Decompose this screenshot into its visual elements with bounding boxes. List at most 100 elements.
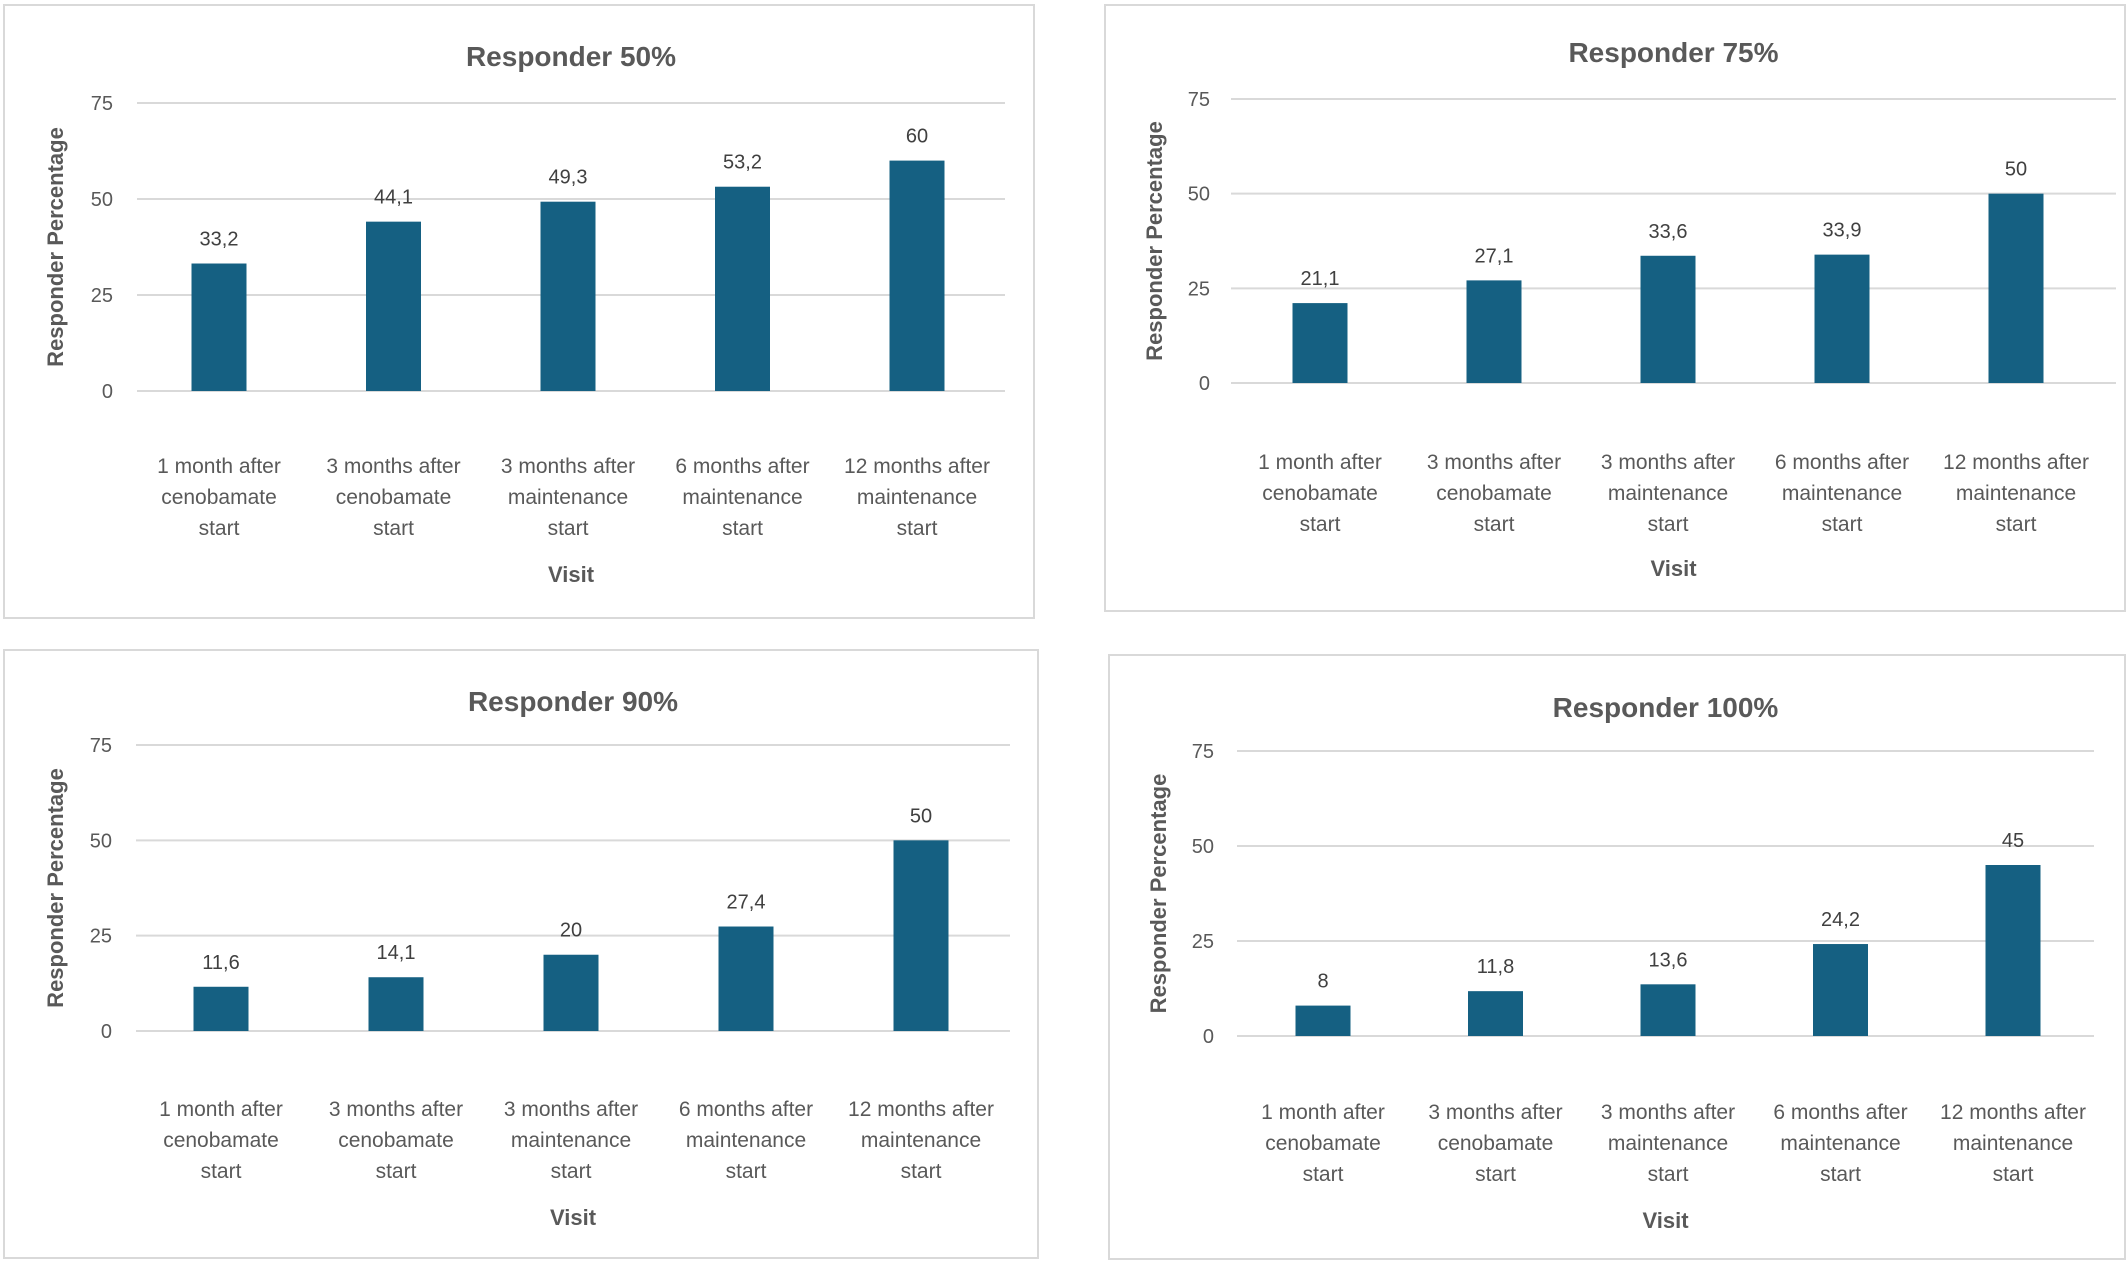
- y-axis-label: Responder Percentage: [1142, 121, 1167, 361]
- chart-svg: Responder 100% Responder Percentage 0 25 50 7…: [1146, 692, 2094, 1233]
- category-label: 6 months after maintenance start: [1773, 1101, 1907, 1186]
- category-label-line: 1 month after: [157, 455, 281, 478]
- category-label-line: start: [897, 517, 938, 540]
- category-label: 1 month after cenobamate start: [1258, 451, 1382, 536]
- chart-panel-responder-50: Responder 50% Responder Percentage 0 25 50 75…: [3, 4, 1035, 619]
- bar: [1640, 255, 1696, 383]
- bar: [193, 986, 249, 1031]
- category-label-line: maintenance: [1780, 1132, 1900, 1155]
- category-label-line: 12 months after: [1940, 1101, 2086, 1124]
- category-label-line: 6 months after: [1775, 451, 1909, 474]
- category-label-line: 12 months after: [848, 1098, 994, 1121]
- category-label-line: maintenance: [508, 486, 628, 509]
- bar: [1466, 280, 1522, 383]
- chart-svg: Responder 50% Responder Percentage 0 25 50 75…: [43, 41, 1005, 587]
- category-label-line: start: [1474, 513, 1515, 536]
- category-label-line: maintenance: [682, 486, 802, 509]
- x-axis-label: Visit: [548, 562, 595, 587]
- data-label: 21,1: [1301, 268, 1340, 290]
- category-label-line: start: [548, 517, 589, 540]
- category-label-line: start: [376, 1160, 417, 1183]
- category-label-line: 3 months after: [1601, 1101, 1735, 1124]
- y-tick-label: 0: [102, 381, 113, 403]
- category-label-line: start: [901, 1160, 942, 1183]
- category-label-line: start: [199, 517, 240, 540]
- chart-svg: Responder 90% Responder Percentage 0 25 50 75…: [43, 686, 1010, 1230]
- category-label-line: 3 months after: [1428, 1101, 1562, 1124]
- category-label-line: start: [1993, 1163, 2034, 1186]
- data-label: 11,8: [1477, 956, 1514, 978]
- category-label: 12 months after maintenance start: [844, 455, 990, 540]
- category-label-line: 3 months after: [501, 455, 635, 478]
- category-label-line: start: [1303, 1163, 1344, 1186]
- data-label: 45: [2002, 830, 2024, 852]
- y-tick-label: 0: [101, 1021, 112, 1043]
- chart-title: Responder 50%: [466, 41, 676, 72]
- category-label-line: 1 month after: [1258, 451, 1382, 474]
- data-label: 50: [2005, 159, 2027, 181]
- category-label: 1 month after cenobamate start: [159, 1098, 283, 1183]
- y-tick-label: 50: [90, 830, 112, 852]
- category-label: 1 month after cenobamate start: [1261, 1101, 1385, 1186]
- category-label-line: maintenance: [1608, 482, 1728, 505]
- category-label-line: cenobamate: [1265, 1132, 1381, 1155]
- category-label-line: 6 months after: [675, 455, 809, 478]
- category-label: 3 months after maintenance start: [504, 1098, 638, 1183]
- chart-svg: Responder 75% Responder Percentage 0 25 50 75…: [1142, 37, 2116, 581]
- category-label-line: maintenance: [1608, 1132, 1728, 1155]
- category-label-line: 1 month after: [1261, 1101, 1385, 1124]
- category-label-line: start: [1822, 513, 1863, 536]
- data-label: 20: [560, 920, 582, 942]
- y-tick-label: 0: [1203, 1026, 1214, 1048]
- category-label: 3 months after maintenance start: [1601, 1101, 1735, 1186]
- y-tick-label: 25: [91, 285, 113, 307]
- category-label: 6 months after maintenance start: [1775, 451, 1909, 536]
- bar: [1985, 865, 2041, 1036]
- data-label: 44,1: [374, 187, 413, 209]
- category-label-line: start: [373, 517, 414, 540]
- category-label-line: cenobamate: [161, 486, 277, 509]
- category-label-line: cenobamate: [1438, 1132, 1554, 1155]
- category-label-line: start: [551, 1160, 592, 1183]
- category-label-line: maintenance: [861, 1129, 981, 1152]
- x-axis-label: Visit: [1650, 556, 1697, 581]
- y-tick-label: 25: [90, 926, 112, 948]
- category-label-line: start: [1300, 513, 1341, 536]
- bar: [1468, 991, 1523, 1036]
- category-label-line: cenobamate: [163, 1129, 279, 1152]
- category-label-line: 12 months after: [1943, 451, 2089, 474]
- bar: [1988, 193, 2044, 383]
- category-label-line: cenobamate: [1436, 482, 1552, 505]
- category-label-line: 6 months after: [1773, 1101, 1907, 1124]
- category-label: 3 months after cenobamate start: [1427, 451, 1561, 536]
- category-label-line: 3 months after: [326, 455, 460, 478]
- category-label-line: cenobamate: [338, 1129, 454, 1152]
- category-label: 12 months after maintenance start: [848, 1098, 994, 1183]
- bar: [543, 954, 599, 1031]
- data-label: 53,2: [723, 152, 762, 174]
- bar: [540, 201, 596, 391]
- category-label: 3 months after cenobamate start: [326, 455, 460, 540]
- category-label-line: start: [1648, 1163, 1689, 1186]
- category-label-line: cenobamate: [336, 486, 452, 509]
- y-tick-label: 50: [1192, 836, 1214, 858]
- chart-title: Responder 100%: [1553, 692, 1779, 723]
- data-label: 11,6: [202, 952, 239, 974]
- category-label: 1 month after cenobamate start: [157, 455, 281, 540]
- bar: [366, 221, 421, 391]
- category-label-line: start: [1648, 513, 1689, 536]
- category-label: 3 months after maintenance start: [1601, 451, 1735, 536]
- bar: [889, 160, 945, 391]
- chart-title: Responder 75%: [1568, 37, 1778, 68]
- category-label-line: start: [1996, 513, 2037, 536]
- category-label-line: 12 months after: [844, 455, 990, 478]
- data-label: 49,3: [549, 167, 588, 189]
- y-axis-label: Responder Percentage: [1146, 774, 1171, 1014]
- y-tick-label: 25: [1192, 931, 1214, 953]
- category-label-line: maintenance: [511, 1129, 631, 1152]
- category-label-line: 3 months after: [1427, 451, 1561, 474]
- category-label-line: cenobamate: [1262, 482, 1378, 505]
- category-label-line: start: [1475, 1163, 1516, 1186]
- chart-panel-responder-100: Responder 100% Responder Percentage 0 25 50 7…: [1108, 654, 2126, 1260]
- x-axis-label: Visit: [1642, 1208, 1689, 1233]
